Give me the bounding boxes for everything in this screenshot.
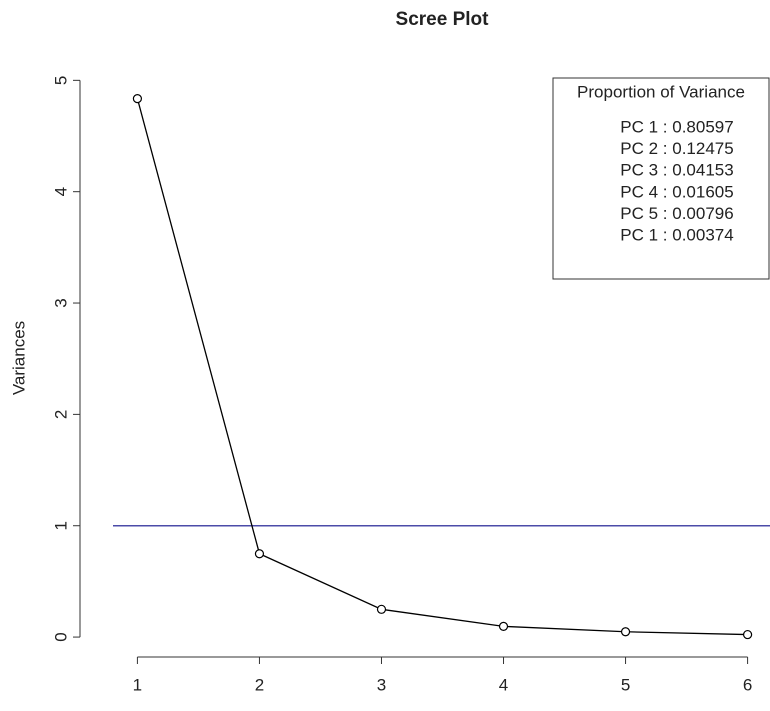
y-tick-label: 0 xyxy=(51,632,70,641)
data-point xyxy=(376,604,387,614)
legend-entry: PC 1 : 0.00374 xyxy=(620,225,733,244)
legend-box xyxy=(552,77,770,280)
legend-entry: PC 2 : 0.12475 xyxy=(620,139,733,158)
legend-title: Proportion of Variance xyxy=(577,82,745,101)
y-tick-label: 2 xyxy=(51,410,70,419)
series-line xyxy=(136,98,748,636)
y-tick-label: 3 xyxy=(51,298,70,307)
data-point xyxy=(742,629,753,640)
x-tick-label: 6 xyxy=(743,675,752,694)
legend-entry: PC 4 : 0.01605 xyxy=(620,182,733,201)
y-tick-label: 5 xyxy=(51,76,70,85)
y-tick-label: 1 xyxy=(51,521,70,530)
chart-title: Scree Plot xyxy=(396,9,490,30)
y-axis-label: Variances xyxy=(9,321,28,395)
data-point xyxy=(498,621,509,631)
x-tick-label: 1 xyxy=(133,675,142,694)
legend-entry: PC 3 : 0.04153 xyxy=(620,161,733,180)
x-tick-label: 2 xyxy=(255,675,264,694)
legend-entry: PC 5 : 0.00796 xyxy=(620,204,733,223)
data-point xyxy=(132,94,143,104)
data-point xyxy=(254,549,265,559)
x-tick-label: 3 xyxy=(377,675,386,694)
x-tick-label: 4 xyxy=(499,675,508,694)
y-tick-label: 4 xyxy=(51,187,70,196)
x-tick-label: 5 xyxy=(621,675,630,694)
legend-entry: PC 1 : 0.80597 xyxy=(620,117,733,136)
data-point xyxy=(620,627,631,637)
